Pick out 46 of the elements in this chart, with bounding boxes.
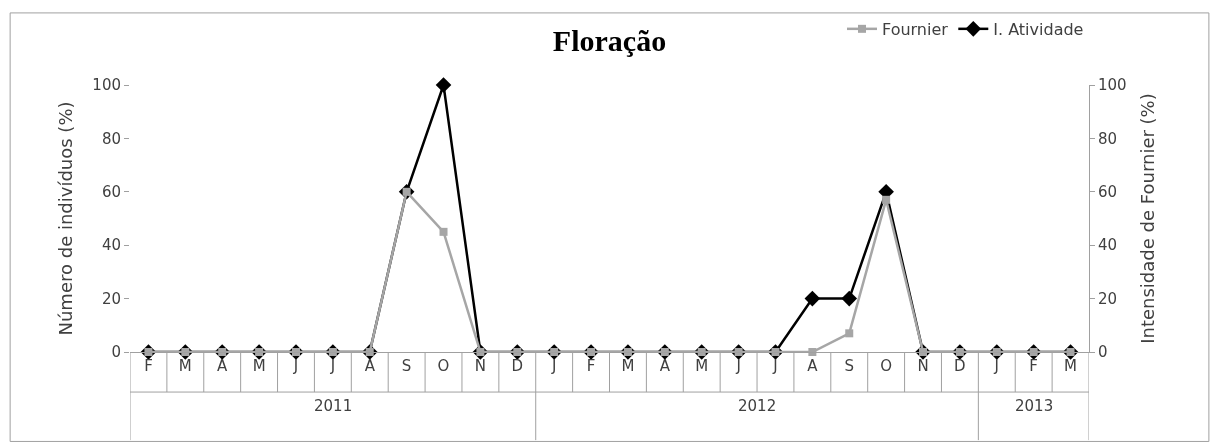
text: 2012 [738,397,777,415]
y-tick-label: 80 [101,129,121,148]
text: 2011 [314,397,353,415]
legend-label: Fournier [882,20,949,40]
x-tick-label: D [511,357,524,375]
y2-tick-label: 0 [1098,343,1108,362]
x-tick-label: D [954,357,966,375]
x-tick-label: A [659,357,671,375]
y-tick-label: 60 [101,183,121,202]
x-tick-label: O [880,357,893,375]
y2-tick-label: 20 [1098,289,1118,308]
y2-tick-label: 60 [1098,183,1118,202]
x-tick-label: S [844,357,855,375]
x-tick-label: J [550,357,557,375]
x-tick-label: J [292,357,299,375]
x-tick-label: J [993,357,1000,375]
y-tick-label: 20 [101,289,121,308]
y-tick-label: 100 [92,76,121,95]
x-tick-label: J [329,357,336,375]
text: 2013 [1015,397,1054,415]
x-tick-label: A [217,357,229,375]
y2-axis-title: Intensidade de Fournier (%) [1136,93,1158,344]
x-tick-label: A [807,357,819,375]
x-tick-label: M [178,357,192,375]
y-tick-label: 0 [111,343,121,362]
y2-tick-label: 100 [1098,76,1127,95]
chart-title: Floração [552,23,667,57]
x-tick-label: F [586,357,596,375]
x-tick-label: F [1029,357,1038,375]
x-tick-label: S [401,357,412,375]
y-tick-label: 40 [101,236,121,255]
x-tick-label: M [695,357,709,375]
x-tick-label: J [735,357,741,375]
x-tick-label: F [144,357,153,375]
x-tick-label: M [1064,357,1078,375]
x-tick-label: A [364,357,376,375]
legend-label: I. Atividade [993,20,1084,40]
x-tick-label: M [252,357,266,375]
y2-tick-label: 40 [1098,236,1118,255]
x-tick-label: N [474,357,487,375]
x-tick-label: O [437,357,450,375]
y2-tick-label: 80 [1098,129,1118,148]
x-tick-label: N [917,357,929,375]
y-axis-title: Número de indivíduos (%) [54,101,76,336]
x-tick-label: J [772,357,778,375]
x-tick-label: M [621,357,635,375]
